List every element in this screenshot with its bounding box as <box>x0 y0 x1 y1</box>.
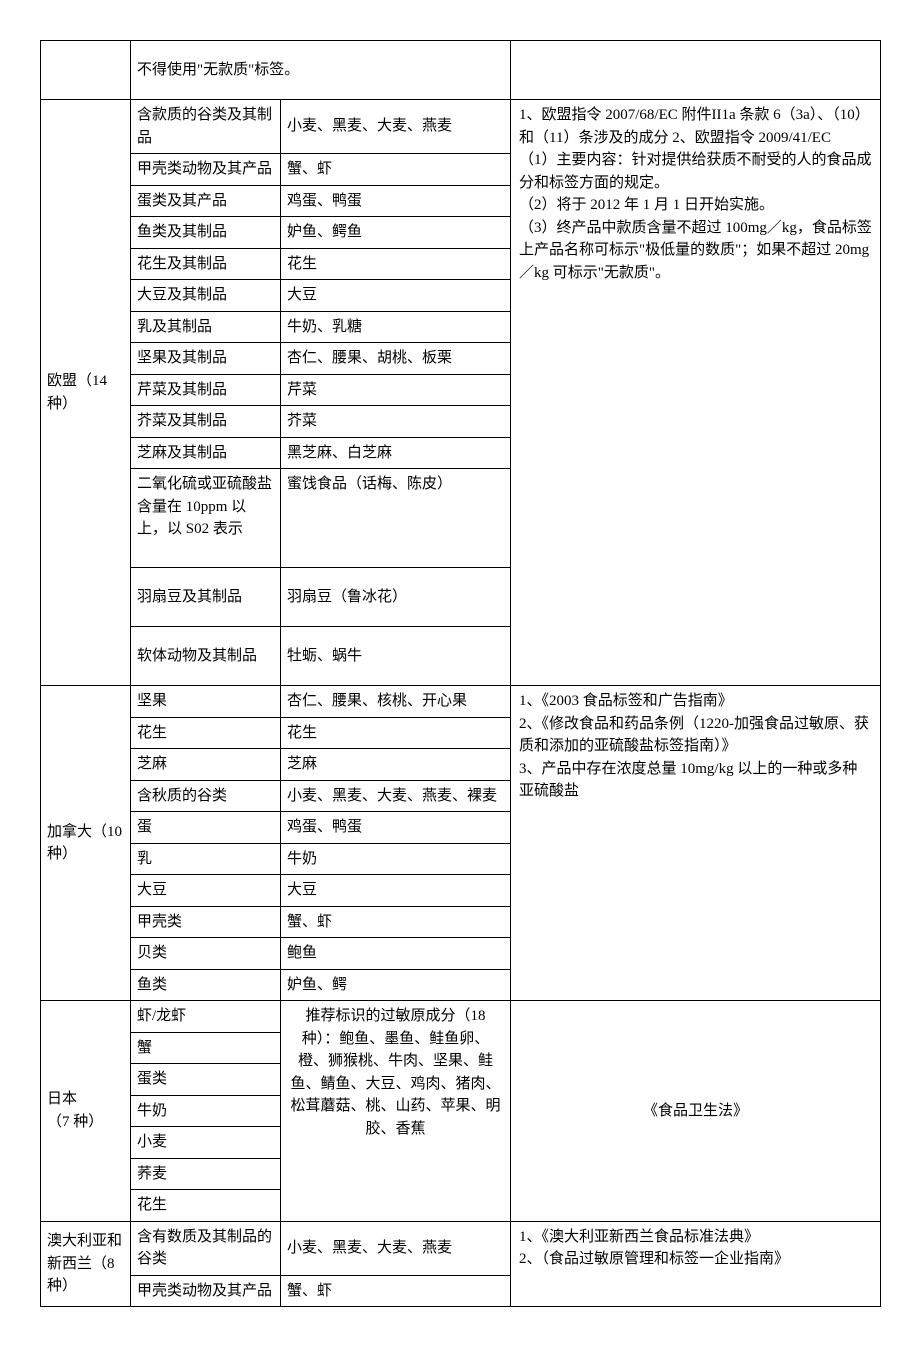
cell-category: 含有数质及其制品的谷类 <box>131 1221 281 1275</box>
notes-text: 1、《澳大利亚新西兰食品标准法典》 2、（食品过敏原管理和标签一企业指南》 <box>519 1226 872 1271</box>
table-row: 欧盟（14种） 含款质的谷类及其制品 小麦、黑麦、大麦、燕麦 1、欧盟指令 20… <box>41 100 881 154</box>
cell-category: 蛋类 <box>131 1064 281 1096</box>
cell-category: 含款质的谷类及其制品 <box>131 100 281 154</box>
cell-category: 芥菜及其制品 <box>131 406 281 438</box>
cell-example: 花生 <box>281 717 511 749</box>
cell-category: 乳 <box>131 843 281 875</box>
cell-example: 小麦、黑麦、大麦、燕麦 <box>281 1221 511 1275</box>
cell-example: 牡蛎、蜗牛 <box>281 627 511 686</box>
region-text: 日本 （7 种） <box>47 1088 124 1133</box>
cell-example: 小麦、黑麦、大麦、燕麦 <box>281 100 511 154</box>
cell-category: 羽扇豆及其制品 <box>131 568 281 627</box>
cell-example: 蟹、虾 <box>281 154 511 186</box>
table-row: 加拿大（10 种） 坚果 杏仁、腰果、核桃、开心果 1、《2003 食品标签和广… <box>41 686 881 718</box>
cell-example: 大豆 <box>281 875 511 907</box>
cell-category: 虾/龙虾 <box>131 1001 281 1033</box>
cell-example: 蟹、虾 <box>281 906 511 938</box>
cell-category: 大豆 <box>131 875 281 907</box>
cell-example: 妒鱼、鳄 <box>281 969 511 1001</box>
region-anz: 澳大利亚和新西兰（8 种） <box>41 1221 131 1307</box>
table-row: 不得使用"无款质"标签。 <box>41 41 881 100</box>
cell-example: 鸡蛋、鸭蛋 <box>281 185 511 217</box>
cell-category: 蛋类及其产品 <box>131 185 281 217</box>
cell-example: 黑芝麻、白芝麻 <box>281 437 511 469</box>
cell-category: 花生及其制品 <box>131 248 281 280</box>
notes-anz: 1、《澳大利亚新西兰食品标准法典》 2、（食品过敏原管理和标签一企业指南》 <box>511 1221 881 1307</box>
cell-example: 小麦、黑麦、大麦、燕麦、裸麦 <box>281 780 511 812</box>
cell-category: 鱼类及其制品 <box>131 217 281 249</box>
notes-text: 1、欧盟指令 2007/68/EC 附件II1a 条款 6（3a）、（10）和（… <box>519 104 872 284</box>
cell-example: 妒鱼、鳄鱼 <box>281 217 511 249</box>
cell-example: 牛奶 <box>281 843 511 875</box>
cell-category: 大豆及其制品 <box>131 280 281 312</box>
cell-category: 蛋 <box>131 812 281 844</box>
cell-category: 小麦 <box>131 1127 281 1159</box>
cell-category: 芝麻 <box>131 749 281 781</box>
cell-example: 芥菜 <box>281 406 511 438</box>
cell-category: 荞麦 <box>131 1158 281 1190</box>
cell-category: 软体动物及其制品 <box>131 627 281 686</box>
notes-text: 1、《2003 食品标签和广告指南》 2、《修改食品和药品条例（1220-加强食… <box>519 690 872 803</box>
region-japan: 日本 （7 种） <box>41 1001 131 1222</box>
cell-category: 含秋质的谷类 <box>131 780 281 812</box>
cell-example: 芹菜 <box>281 374 511 406</box>
cell-example: 鲍鱼 <box>281 938 511 970</box>
cell-category: 花生 <box>131 1190 281 1222</box>
cell-top-note: 不得使用"无款质"标签。 <box>131 41 511 100</box>
cell-category: 牛奶 <box>131 1095 281 1127</box>
table-row: 澳大利亚和新西兰（8 种） 含有数质及其制品的谷类 小麦、黑麦、大麦、燕麦 1、… <box>41 1221 881 1275</box>
cell-example: 蟹、虾 <box>281 1275 511 1307</box>
allergen-regulations-table: 不得使用"无款质"标签。 欧盟（14种） 含款质的谷类及其制品 小麦、黑麦、大麦… <box>40 40 881 1307</box>
region-canada: 加拿大（10 种） <box>41 686 131 1001</box>
cell-category: 坚果 <box>131 686 281 718</box>
cell-empty <box>511 41 881 100</box>
notes-japan: 《食品卫生法》 <box>511 1001 881 1222</box>
cell-category: 坚果及其制品 <box>131 343 281 375</box>
cell-example: 杏仁、腰果、胡桃、板栗 <box>281 343 511 375</box>
table-row: 日本 （7 种） 虾/龙虾 推荐标识的过敏原成分（18 种）：鲍鱼、墨鱼、鲑鱼卵… <box>41 1001 881 1033</box>
cell-example: 花生 <box>281 248 511 280</box>
cell-empty <box>41 41 131 100</box>
cell-example: 芝麻 <box>281 749 511 781</box>
notes-eu: 1、欧盟指令 2007/68/EC 附件II1a 条款 6（3a）、（10）和（… <box>511 100 881 686</box>
cell-category: 蟹 <box>131 1032 281 1064</box>
cell-category: 贝类 <box>131 938 281 970</box>
cell-example: 大豆 <box>281 280 511 312</box>
cell-category: 二氧化硫或亚硫酸盐含量在 10ppm 以上，以 S02 表示 <box>131 469 281 568</box>
cell-category: 鱼类 <box>131 969 281 1001</box>
cell-example: 牛奶、乳糖 <box>281 311 511 343</box>
cell-category: 甲壳类动物及其产品 <box>131 1275 281 1307</box>
notes-canada: 1、《2003 食品标签和广告指南》 2、《修改食品和药品条例（1220-加强食… <box>511 686 881 1001</box>
cell-example: 杏仁、腰果、核桃、开心果 <box>281 686 511 718</box>
cell-category: 芝麻及其制品 <box>131 437 281 469</box>
cell-example: 蜜饯食品（话梅、陈皮） <box>281 469 511 568</box>
cell-category: 甲壳类 <box>131 906 281 938</box>
cell-example: 鸡蛋、鸭蛋 <box>281 812 511 844</box>
cell-category: 花生 <box>131 717 281 749</box>
cell-category: 芹菜及其制品 <box>131 374 281 406</box>
cell-category: 乳及其制品 <box>131 311 281 343</box>
cell-category: 甲壳类动物及其产品 <box>131 154 281 186</box>
cell-example: 羽扇豆（鲁冰花） <box>281 568 511 627</box>
cell-example-merged: 推荐标识的过敏原成分（18 种）：鲍鱼、墨鱼、鲑鱼卵、橙、狮猴桃、牛肉、坚果、鲑… <box>281 1001 511 1222</box>
region-eu: 欧盟（14种） <box>41 100 131 686</box>
